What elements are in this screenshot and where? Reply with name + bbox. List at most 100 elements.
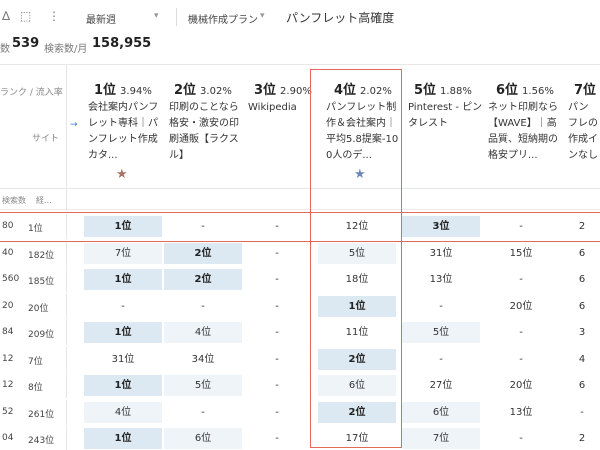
site-name[interactable]: 印刷のことなら格安・激安の印刷通販【ラクスル】 bbox=[169, 102, 239, 161]
rank-cell[interactable]: 4位 bbox=[84, 401, 162, 423]
rank-cell[interactable]: 13位 bbox=[429, 274, 453, 285]
star-icon[interactable]: ★ bbox=[116, 167, 128, 182]
row-search-volume: 20 bbox=[2, 300, 14, 311]
site-name[interactable]: Pinterest - ピンタレスト bbox=[408, 102, 483, 129]
rank-cell[interactable]: 1位 bbox=[84, 216, 162, 237]
table-sub-header: 検索数 経... bbox=[0, 188, 600, 211]
rank-cell[interactable]: 1位 bbox=[318, 295, 396, 317]
rank-cell[interactable]: 7位 bbox=[84, 242, 162, 264]
rank-cell[interactable]: - bbox=[275, 327, 279, 338]
rank-cell[interactable]: 3 bbox=[578, 327, 586, 338]
rank-cell[interactable]: - bbox=[121, 300, 125, 312]
row-rank: 185位 bbox=[28, 277, 55, 287]
arrow-right-icon[interactable]: → bbox=[70, 120, 78, 130]
site-rank: 7位 bbox=[574, 83, 597, 98]
rank-cell[interactable]: - bbox=[275, 380, 279, 391]
rank-cell[interactable]: 12位 bbox=[345, 221, 369, 232]
site-rank: 3位 bbox=[254, 83, 277, 98]
rank-cell[interactable]: 31位 bbox=[429, 247, 453, 259]
more-icon[interactable]: ⋮ bbox=[48, 9, 60, 23]
rank-cell[interactable]: - bbox=[275, 433, 279, 444]
rank-cell[interactable]: 2位 bbox=[318, 348, 396, 370]
site-rank: 1位 bbox=[94, 83, 117, 98]
row-rank: 7位 bbox=[28, 356, 43, 367]
toolbar: ∆ ⬚ ⋮ 最新週 ▾ 機械作成プラン ▾ パンフレット高確度 bbox=[0, 0, 600, 34]
site-column-1[interactable]: 1位 3.94% 会社案内パンフレット専科｜パンフレット作成 カタ... ★ bbox=[84, 65, 166, 189]
rank-cell[interactable]: 17位 bbox=[345, 433, 369, 444]
rank-cell[interactable]: 2位 bbox=[164, 242, 242, 264]
rank-cell[interactable]: - bbox=[275, 221, 279, 232]
rank-cell[interactable]: 11位 bbox=[345, 327, 369, 338]
rank-cell[interactable]: - bbox=[201, 406, 205, 418]
site-name[interactable]: 会社案内パンフレット専科｜パンフレット作成 カタ... bbox=[88, 102, 159, 161]
rank-cell[interactable]: 6位 bbox=[318, 375, 396, 396]
screenshot-icon[interactable]: ⬚ bbox=[20, 9, 32, 23]
rank-cell[interactable]: 5位 bbox=[402, 322, 480, 343]
site-name[interactable]: パンフレの作成インなしフレッ bbox=[568, 102, 598, 161]
rank-cell[interactable]: 1位 bbox=[84, 322, 162, 343]
site-column-2[interactable]: 2位 3.02% 印刷のことなら格安・激安の印刷通販【ラクスル】 bbox=[166, 65, 246, 189]
rank-cell[interactable]: - bbox=[275, 247, 279, 259]
rank-cell[interactable]: - bbox=[201, 221, 205, 232]
rank-cell[interactable]: - bbox=[519, 274, 523, 285]
rank-cell[interactable]: 20位 bbox=[509, 380, 533, 391]
row-rank: 20位 bbox=[28, 303, 49, 314]
rank-cell[interactable]: 6位 bbox=[402, 401, 480, 423]
row-search-volume: 84 bbox=[2, 327, 14, 337]
table-row: 80 1位 1位 - - 12位 3位 - 2 bbox=[0, 214, 600, 239]
rank-cell[interactable]: - bbox=[275, 300, 279, 312]
site-column-7[interactable]: 7位 パンフレの作成インなしフレッ bbox=[566, 65, 600, 189]
rank-cell[interactable]: 6 bbox=[578, 380, 586, 391]
rank-cell[interactable]: 31位 bbox=[111, 353, 135, 365]
plan-select[interactable]: 機械作成プラン ▾ bbox=[188, 11, 268, 26]
site-column-5[interactable]: 5位 1.88% Pinterest - ピンタレスト bbox=[402, 65, 484, 189]
rank-cell[interactable]: - bbox=[519, 353, 523, 365]
period-select[interactable]: 最新週 ▾ bbox=[86, 11, 162, 26]
star-icon[interactable]: ★ bbox=[354, 167, 366, 182]
rank-cell[interactable]: - bbox=[275, 406, 279, 418]
site-name[interactable]: ネット印刷なら【WAVE】｜高品質、短納期の格安プリ... bbox=[488, 102, 558, 161]
rank-cell[interactable]: 2 bbox=[578, 221, 586, 232]
rank-cell[interactable]: 15位 bbox=[509, 247, 533, 259]
rank-cell[interactable]: - bbox=[580, 406, 584, 418]
rank-cell[interactable]: 13位 bbox=[509, 406, 533, 418]
rank-cell[interactable]: 6 bbox=[578, 247, 586, 259]
rank-cell[interactable]: 2 bbox=[578, 433, 586, 444]
site-rank: 4位 bbox=[334, 83, 357, 98]
rank-cell[interactable]: - bbox=[519, 221, 523, 232]
chart-icon[interactable]: ∆ bbox=[2, 9, 11, 23]
rank-cell[interactable]: 27位 bbox=[429, 380, 453, 391]
site-name[interactable]: Wikipedia bbox=[248, 102, 297, 113]
rank-cell[interactable]: 6 bbox=[578, 274, 586, 285]
rank-cell[interactable]: 5位 bbox=[318, 242, 396, 264]
column-divider bbox=[66, 373, 67, 398]
site-name[interactable]: パンフレット制作＆会社案内｜平均5.8提案-100人のデ... bbox=[326, 102, 399, 161]
period-select-label: 最新週 bbox=[86, 15, 116, 26]
rank-cell[interactable]: - bbox=[439, 353, 443, 365]
rank-cell[interactable]: 1位 bbox=[84, 428, 162, 449]
rank-cell[interactable]: 5位 bbox=[164, 375, 242, 396]
site-column-3[interactable]: 3位 2.90% Wikipedia bbox=[246, 65, 312, 189]
rank-cell[interactable]: 18位 bbox=[345, 274, 369, 285]
rank-cell[interactable]: - bbox=[519, 327, 523, 338]
rank-cell[interactable]: 3位 bbox=[402, 216, 480, 237]
rank-cell[interactable]: 6位 bbox=[164, 428, 242, 449]
site-column-4[interactable]: 4位 2.02% パンフレット制作＆会社案内｜平均5.8提案-100人のデ... … bbox=[312, 65, 402, 189]
rank-cell[interactable]: 7位 bbox=[402, 428, 480, 449]
rank-cell[interactable]: - bbox=[275, 353, 279, 365]
rank-cell[interactable]: 1位 bbox=[84, 375, 162, 396]
rank-cell[interactable]: 4 bbox=[578, 353, 586, 365]
rank-cell[interactable]: 2位 bbox=[164, 269, 242, 290]
rank-cell[interactable]: 34位 bbox=[191, 353, 215, 365]
rank-cell[interactable]: 6 bbox=[578, 300, 586, 312]
column-divider bbox=[66, 189, 67, 211]
rank-cell[interactable]: 20位 bbox=[509, 300, 533, 312]
rank-cell[interactable]: - bbox=[519, 433, 523, 444]
rank-cell[interactable]: 4位 bbox=[164, 322, 242, 343]
rank-cell[interactable]: 1位 bbox=[84, 269, 162, 290]
site-column-6[interactable]: 6位 1.56% ネット印刷なら【WAVE】｜高品質、短納期の格安プリ... bbox=[484, 65, 566, 189]
rank-cell[interactable]: 2位 bbox=[318, 401, 396, 423]
rank-cell[interactable]: - bbox=[439, 300, 443, 312]
rank-cell[interactable]: - bbox=[201, 300, 205, 312]
rank-cell[interactable]: - bbox=[275, 274, 279, 285]
